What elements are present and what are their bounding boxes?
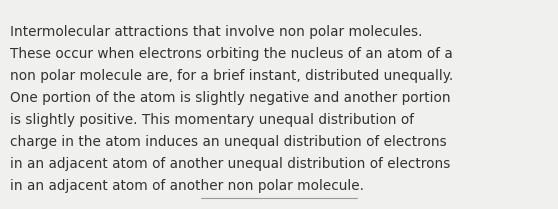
Text: These occur when electrons orbiting the nucleus of an atom of a: These occur when electrons orbiting the … [10,47,453,61]
Text: in an adjacent atom of another unequal distribution of electrons: in an adjacent atom of another unequal d… [10,157,450,171]
Text: charge in the atom induces an unequal distribution of electrons: charge in the atom induces an unequal di… [10,135,447,149]
Text: in an adjacent atom of another non polar molecule.: in an adjacent atom of another non polar… [10,179,364,193]
Text: Intermolecular attractions that involve non polar molecules.: Intermolecular attractions that involve … [10,25,422,39]
Text: non polar molecule are, for a brief instant, distributed unequally.: non polar molecule are, for a brief inst… [10,69,453,83]
Text: is slightly positive. This momentary unequal distribution of: is slightly positive. This momentary une… [10,113,414,127]
Text: One portion of the atom is slightly negative and another portion: One portion of the atom is slightly nega… [10,91,451,105]
